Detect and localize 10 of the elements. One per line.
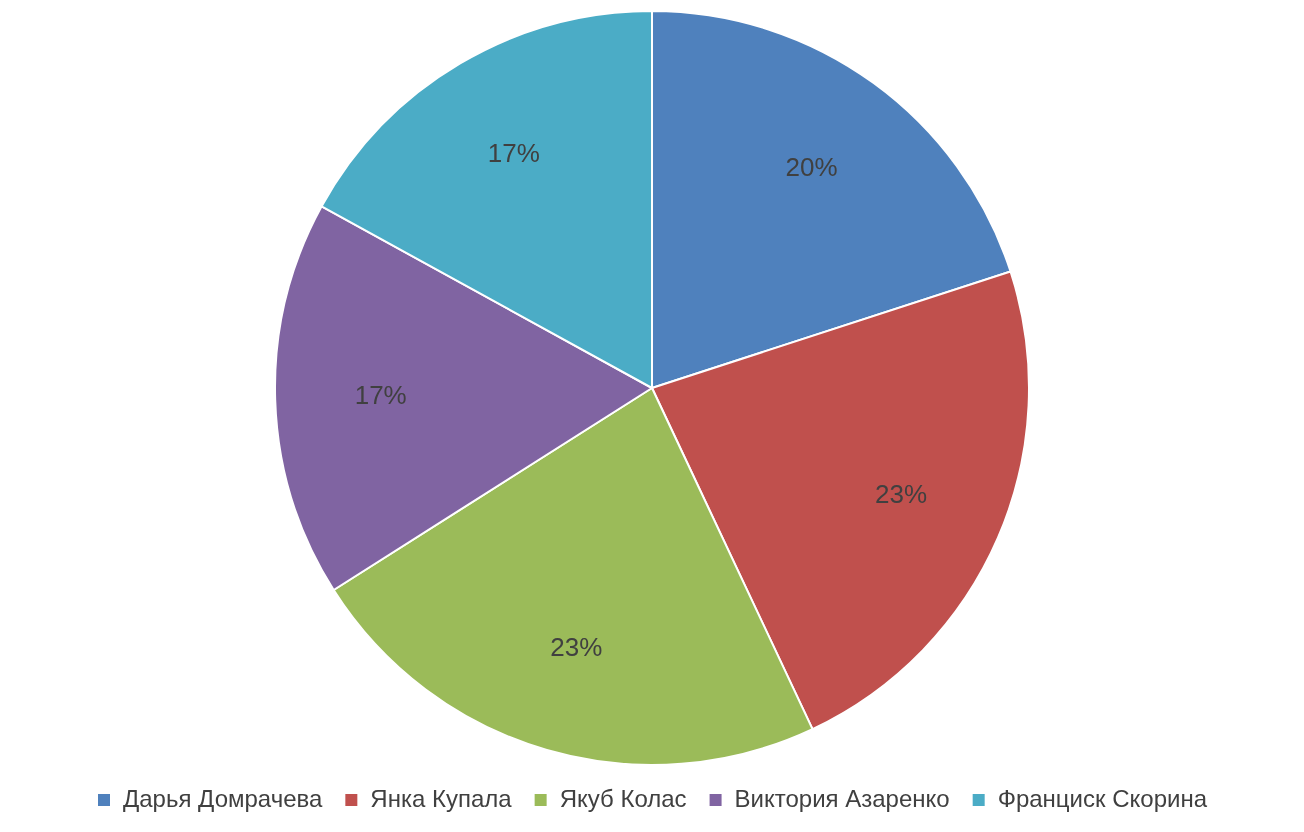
legend-label: Янка Купала	[370, 784, 513, 812]
data-label: 23%	[875, 478, 928, 509]
data-label: 17%	[354, 379, 407, 410]
data-label: 20%	[785, 151, 838, 182]
legend-label: Якуб Колас	[559, 784, 687, 812]
legend-label: Дарья Домрачева	[123, 784, 323, 812]
legend-label: Виктория Азаренко	[734, 784, 950, 812]
data-label: 17%	[487, 137, 540, 168]
legend-label: Франциск Скорина	[997, 784, 1208, 812]
data-label: 23%	[550, 631, 603, 662]
